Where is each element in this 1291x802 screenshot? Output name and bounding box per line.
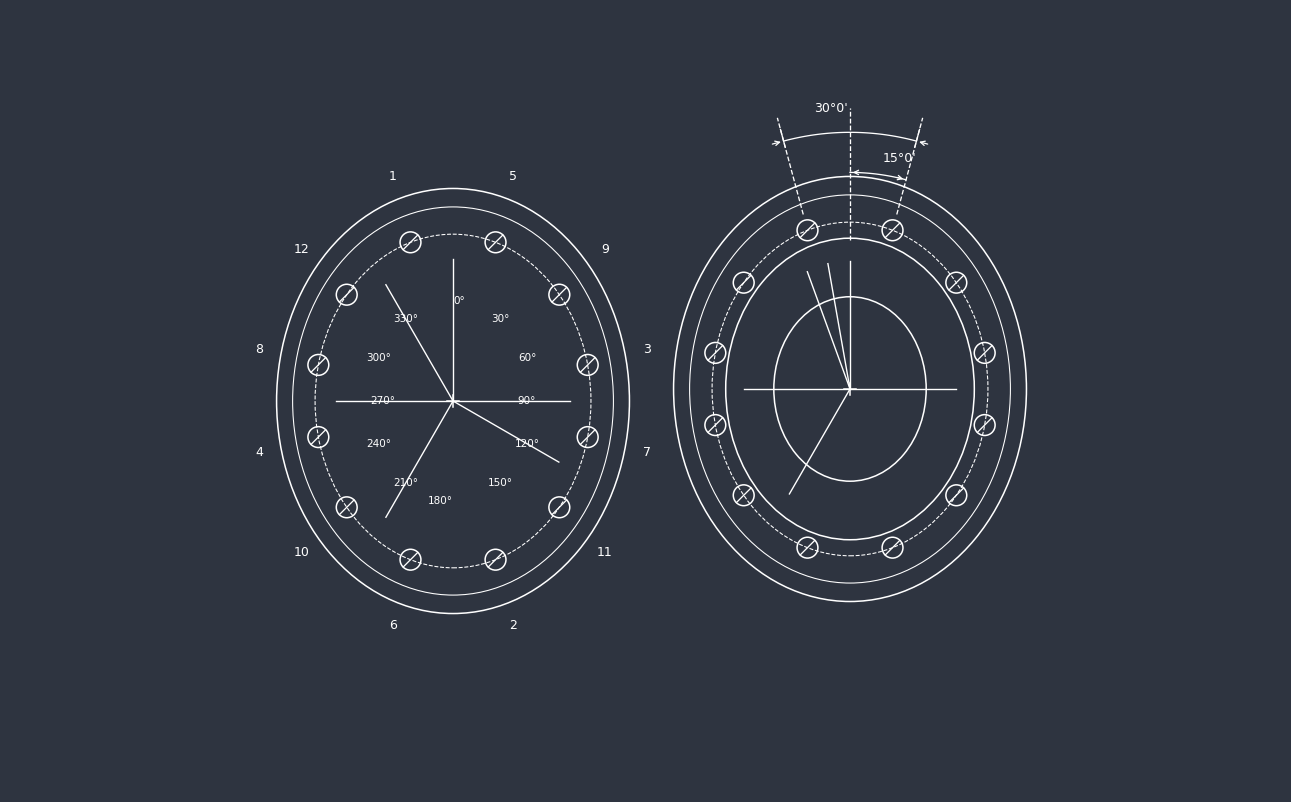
Text: 9: 9 (600, 243, 609, 256)
Text: 330°: 330° (394, 314, 418, 324)
Text: 120°: 120° (515, 439, 540, 449)
Text: 60°: 60° (519, 353, 537, 363)
Text: 1: 1 (389, 171, 396, 184)
Text: 270°: 270° (371, 396, 395, 406)
Text: 5: 5 (509, 171, 518, 184)
Text: 0°: 0° (453, 296, 465, 306)
Text: 30°0': 30°0' (815, 103, 848, 115)
Text: 11: 11 (596, 546, 613, 559)
Text: 8: 8 (256, 342, 263, 355)
Text: 6: 6 (389, 618, 396, 631)
Text: 90°: 90° (518, 396, 536, 406)
Text: 210°: 210° (394, 478, 418, 488)
Text: 4: 4 (256, 447, 263, 460)
Text: 30°: 30° (491, 314, 510, 324)
Text: 180°: 180° (429, 496, 453, 506)
Text: 12: 12 (293, 243, 309, 256)
Text: 10: 10 (293, 546, 309, 559)
Text: 2: 2 (509, 618, 516, 631)
Text: 240°: 240° (365, 439, 391, 449)
Text: 300°: 300° (365, 353, 391, 363)
Text: 150°: 150° (488, 478, 513, 488)
Text: 3: 3 (643, 342, 651, 355)
Text: 7: 7 (643, 447, 651, 460)
Text: 15°0': 15°0' (882, 152, 917, 165)
